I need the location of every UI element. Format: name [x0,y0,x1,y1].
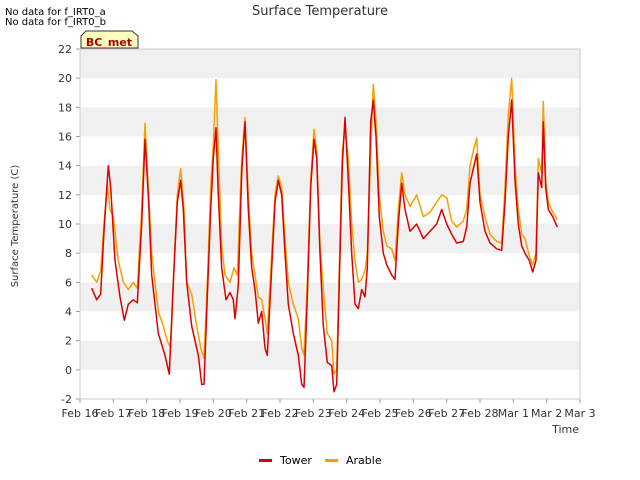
x-tick-label: Feb 16 [62,407,99,420]
y-tick-label: 4 [65,306,72,319]
y-axis-label: Surface Temperature (C) [10,165,21,288]
no-data-note-b: No data for f_IRT0_b [5,17,106,28]
grid-band [80,253,580,283]
y-tick-label: 0 [65,364,72,377]
y-tick-label: 20 [58,72,72,85]
x-axis-label: Time [551,423,579,436]
grid-band [80,49,580,79]
x-tick-label: Feb 23 [295,407,332,420]
series-lines [91,77,558,393]
y-tick-label: 12 [58,189,72,202]
grid-band [80,224,580,254]
plot-frame [79,48,581,400]
grid-band [80,194,580,224]
x-tick-label: Feb 27 [428,407,465,420]
y-tick-label: 6 [65,276,72,289]
y-tick-label: 8 [65,247,72,260]
legend-label-tower: Tower [280,454,312,467]
y-tick-label: 2 [65,335,72,348]
x-tick-label: Feb 28 [462,407,499,420]
y-tick-label: 14 [58,160,72,173]
legend-item-tower: Tower [259,454,312,467]
y-tick-label: 18 [58,101,72,114]
x-tick-label: Feb 26 [395,407,432,420]
y-tick-label: -2 [61,393,72,406]
legend-item-arable: Arable [325,454,382,467]
x-tick-label: Feb 25 [362,407,399,420]
bc-met-badge: BC_met [80,30,139,49]
bc-met-badge-label: BC_met [86,36,132,49]
x-tick-label: Mar 3 [564,407,595,420]
x-tick-label: Feb 20 [195,407,232,420]
x-tick-label: Mar 2 [531,407,562,420]
grid-bands [80,49,580,399]
no-data-note-a: No data for f_IRT0_a [5,7,106,18]
grid-band [80,340,580,370]
grid-band [80,282,580,312]
x-tick-label: Feb 24 [328,407,365,420]
y-axis-ticks: -2 0 2 4 6 8 10 12 14 16 18 20 22 [58,43,80,406]
grid-band [80,311,580,341]
legend-swatch-arable [325,459,338,462]
grid-band [80,136,580,166]
y-tick-label: 22 [58,43,72,56]
grid-band [80,369,580,399]
y-tick-label: 10 [58,218,72,231]
legend-label-arable: Arable [346,454,382,467]
series-line-tower [91,99,558,393]
grid-band [80,165,580,195]
x-tick-label: Mar 1 [498,407,529,420]
chart-title: Surface Temperature [252,4,388,19]
y-tick-label: 16 [58,131,72,144]
x-tick-label: Feb 18 [128,407,165,420]
x-tick-label: Feb 19 [162,407,199,420]
x-tick-label: Feb 17 [95,407,132,420]
x-tick-label: Feb 21 [228,407,265,420]
x-tick-label: Feb 22 [262,407,299,420]
grid-band [80,107,580,137]
grid-band [80,78,580,108]
legend-swatch-tower [259,459,272,462]
